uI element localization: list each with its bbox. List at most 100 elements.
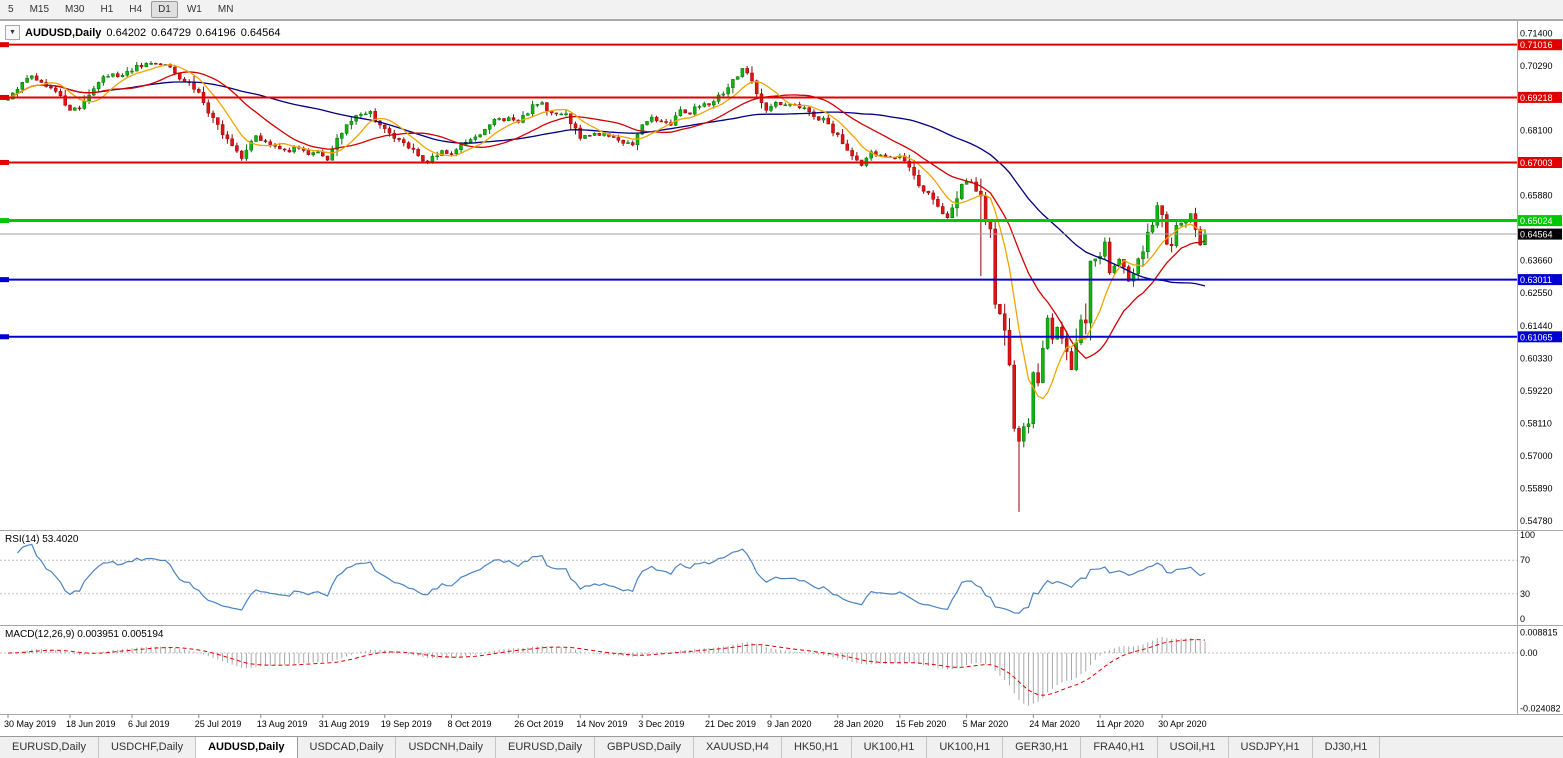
svg-text:0.61440: 0.61440 bbox=[1520, 321, 1553, 331]
svg-text:0.70290: 0.70290 bbox=[1520, 61, 1553, 71]
chart-tab-5-eurusd-daily[interactable]: EURUSD,Daily bbox=[496, 737, 595, 758]
hline-left-marker bbox=[0, 42, 9, 48]
hline-left-marker bbox=[0, 334, 9, 340]
chart-tab-14-usdjpy-h1[interactable]: USDJPY,H1 bbox=[1229, 737, 1313, 758]
svg-text:100: 100 bbox=[1520, 530, 1535, 540]
chart-tab-3-usdcad-daily[interactable]: USDCAD,Daily bbox=[298, 737, 397, 758]
svg-text:19 Sep 2019: 19 Sep 2019 bbox=[381, 719, 432, 729]
svg-text:8 Oct 2019: 8 Oct 2019 bbox=[448, 719, 492, 729]
chart-symbol-label: AUDUSD,Daily bbox=[25, 26, 102, 39]
svg-text:28 Jan 2020: 28 Jan 2020 bbox=[834, 719, 884, 729]
rsi-line bbox=[17, 543, 1206, 614]
svg-text:3 Dec 2019: 3 Dec 2019 bbox=[638, 719, 684, 729]
timeframe-button-5[interactable]: 5 bbox=[8, 4, 14, 15]
ohlc-low: 0.64196 bbox=[195, 26, 236, 39]
macd-pane bbox=[0, 636, 1517, 706]
timeframe-button-mn[interactable]: MN bbox=[217, 4, 234, 15]
svg-text:6 Jul 2019: 6 Jul 2019 bbox=[128, 719, 170, 729]
timeframe-button-d1[interactable]: D1 bbox=[151, 1, 178, 18]
svg-text:30: 30 bbox=[1520, 589, 1530, 599]
svg-text:0.61065: 0.61065 bbox=[1520, 332, 1553, 342]
svg-text:0.63011: 0.63011 bbox=[1520, 275, 1552, 285]
svg-text:0.008815: 0.008815 bbox=[1520, 628, 1558, 638]
svg-text:13 Aug 2019: 13 Aug 2019 bbox=[257, 719, 308, 729]
chart-tab-8-hk50-h1[interactable]: HK50,H1 bbox=[782, 737, 852, 758]
time-axis[interactable]: 30 May 2019 18 Jun 2019 6 Jul 2019 25 Jul 2… bbox=[4, 714, 1207, 730]
price-axis[interactable]: 0.71400 0.70290 0.68100 0.65880 0.63660 0.625… bbox=[1520, 28, 1561, 713]
macd-signal-line bbox=[7, 638, 1206, 696]
svg-text:0.67003: 0.67003 bbox=[1520, 158, 1553, 168]
chart-tabs-bar: EURUSD,Daily USDCHF,Daily AUDUSD,Daily USDC… bbox=[0, 736, 1563, 758]
price-axis-badges: 0.71016 0.69218 0.67003 0.65024 0.63011 0.610… bbox=[1518, 39, 1562, 343]
hline-left-marker bbox=[0, 277, 9, 283]
svg-text:0.69218: 0.69218 bbox=[1520, 93, 1553, 103]
svg-text:0.60330: 0.60330 bbox=[1520, 353, 1553, 363]
timeframe-toolbar: 5 M15 M30 H1 H4 D1 W1 MN bbox=[0, 0, 1563, 20]
timeframe-buttons: 5 M15 M30 H1 H4 D1 W1 MN bbox=[1, 1, 240, 18]
ohlc-open: 0.64202 bbox=[106, 26, 147, 39]
ma-8-line bbox=[7, 64, 1206, 400]
svg-text:25 Jul 2019: 25 Jul 2019 bbox=[195, 719, 242, 729]
svg-text:0.59220: 0.59220 bbox=[1520, 386, 1553, 396]
rsi-pane bbox=[0, 543, 1517, 614]
chart-tab-9-uk100-h1[interactable]: UK100,H1 bbox=[852, 737, 928, 758]
svg-text:0.71400: 0.71400 bbox=[1520, 28, 1553, 38]
svg-text:9 Jan 2020: 9 Jan 2020 bbox=[767, 719, 812, 729]
svg-text:30 May 2019: 30 May 2019 bbox=[4, 719, 56, 729]
chart-tab-11-ger30-h1[interactable]: GER30,H1 bbox=[1003, 737, 1082, 758]
svg-text:0.65880: 0.65880 bbox=[1520, 190, 1553, 200]
rsi-indicator-label: RSI(14) 53.4020 bbox=[5, 534, 79, 545]
svg-text:14 Nov 2019: 14 Nov 2019 bbox=[576, 719, 627, 729]
svg-text:0.71016: 0.71016 bbox=[1520, 40, 1553, 50]
chart-tab-10-uk100-h1[interactable]: UK100,H1 bbox=[927, 737, 1004, 758]
chart-tab-4-usdcnh-daily[interactable]: USDCNH,Daily bbox=[396, 737, 497, 758]
svg-text:24 Mar 2020: 24 Mar 2020 bbox=[1029, 719, 1080, 729]
chart-tab-6-gbpusd-daily[interactable]: GBPUSD,Daily bbox=[595, 737, 694, 758]
chart-canvas[interactable]: 0.71400 0.70290 0.68100 0.65880 0.63660 0.625… bbox=[0, 0, 1563, 736]
svg-text:0.57000: 0.57000 bbox=[1520, 451, 1553, 461]
hline-left-marker bbox=[0, 218, 9, 224]
svg-text:26 Oct 2019: 26 Oct 2019 bbox=[514, 719, 563, 729]
ma-20-line bbox=[7, 71, 1206, 360]
chart-title: ▼ AUDUSD,Daily 0.64202 0.64729 0.64196 0… bbox=[5, 25, 280, 40]
svg-text:31 Aug 2019: 31 Aug 2019 bbox=[319, 719, 370, 729]
candles-layer bbox=[6, 61, 1207, 512]
timeframe-button-m30[interactable]: M30 bbox=[65, 4, 85, 15]
ma-50-line bbox=[7, 81, 1206, 287]
svg-text:30 Apr 2020: 30 Apr 2020 bbox=[1158, 719, 1207, 729]
timeframe-button-h4[interactable]: H4 bbox=[129, 4, 143, 15]
svg-text:70: 70 bbox=[1520, 555, 1530, 565]
timeframe-button-h1[interactable]: H1 bbox=[100, 4, 114, 15]
svg-text:0.68100: 0.68100 bbox=[1520, 125, 1553, 135]
timeframe-button-m15[interactable]: M15 bbox=[29, 4, 50, 15]
svg-text:0.54780: 0.54780 bbox=[1520, 516, 1553, 526]
hline-left-marker bbox=[0, 159, 9, 165]
horizontal-levels-layer bbox=[0, 42, 1517, 340]
svg-text:0.65024: 0.65024 bbox=[1520, 216, 1553, 226]
ohlc-close: 0.64564 bbox=[240, 26, 281, 39]
svg-text:0.58110: 0.58110 bbox=[1520, 419, 1552, 429]
timeframe-button-w1[interactable]: W1 bbox=[186, 4, 202, 15]
svg-text:5 Mar 2020: 5 Mar 2020 bbox=[963, 719, 1009, 729]
svg-text:0.64564: 0.64564 bbox=[1520, 230, 1553, 240]
ohlc-high: 0.64729 bbox=[151, 26, 191, 39]
chart-tab-2-audusd-daily[interactable]: AUDUSD,Daily bbox=[196, 737, 298, 758]
chart-tab-15-dj30-h1[interactable]: DJ30,H1 bbox=[1313, 737, 1381, 758]
svg-text:11 Apr 2020: 11 Apr 2020 bbox=[1096, 719, 1144, 729]
chart-tab-7-xauusd-h4[interactable]: XAUUSD,H4 bbox=[694, 737, 782, 758]
svg-text:0: 0 bbox=[1520, 614, 1525, 624]
chart-tab-13-usoil-h1[interactable]: USOil,H1 bbox=[1158, 737, 1229, 758]
macd-indicator-label: MACD(12,26,9) 0.003951 0.005194 bbox=[5, 629, 164, 640]
svg-text:0.00: 0.00 bbox=[1520, 648, 1538, 658]
svg-text:15 Feb 2020: 15 Feb 2020 bbox=[896, 719, 947, 729]
hline-left-marker bbox=[0, 94, 9, 100]
chart-tab-12-fra40-h1[interactable]: FRA40,H1 bbox=[1081, 737, 1158, 758]
chart-tab-0-eurusd-daily[interactable]: EURUSD,Daily bbox=[0, 737, 99, 758]
svg-text:0.62550: 0.62550 bbox=[1520, 288, 1553, 298]
svg-text:18 Jun 2019: 18 Jun 2019 bbox=[66, 719, 116, 729]
svg-text:0.63660: 0.63660 bbox=[1520, 256, 1553, 266]
moving-averages-layer bbox=[7, 64, 1206, 400]
chart-tab-1-usdchf-daily[interactable]: USDCHF,Daily bbox=[99, 737, 197, 758]
symbol-dropdown-icon[interactable]: ▼ bbox=[5, 25, 20, 40]
